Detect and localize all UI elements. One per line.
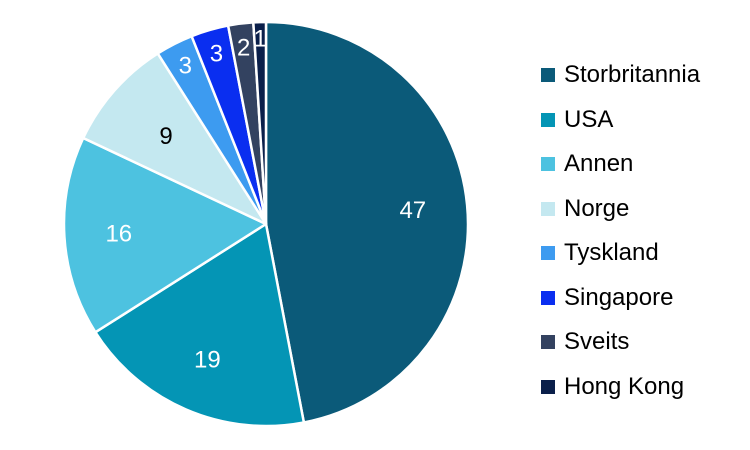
legend-swatch-norge [541,201,555,216]
legend-item-annen: Annen [541,142,700,187]
data-label-hong-kong: 1 [254,25,267,52]
legend-label-singapore: Singapore [564,283,674,311]
legend-label-hong-kong: Hong Kong [564,372,685,400]
pie-slice-usa [94,222,306,428]
data-label-singapore: 3 [210,40,223,67]
legend-item-singapore: Singapore [541,276,700,321]
legend-swatch-annen [541,157,555,172]
pie-slices [62,20,470,428]
data-label-sveits: 2 [237,35,250,62]
data-label-norge: 9 [159,123,172,150]
legend-swatch-sveits [541,335,555,350]
legend-swatch-singapore [541,290,555,305]
legend-item-hong-kong: Hong Kong [541,365,700,410]
pie-slice-annen [62,136,268,334]
legend-label-norge: Norge [564,194,630,222]
legend-item-tyskland: Tyskland [541,231,700,276]
pie-slice-hong-kong [252,20,268,226]
legend-label-sveits: Sveits [564,328,630,356]
legend-label-annen: Annen [564,150,634,178]
data-label-usa: 19 [194,346,221,373]
legend: Storbritannia USA Annen Norge Tyskland Singap… [541,53,700,409]
legend-label-tyskland: Tyskland [564,239,659,267]
data-label-tyskland: 3 [179,53,192,80]
legend-swatch-hong-kong [541,379,555,394]
data-label-storbritannia: 47 [399,197,426,224]
legend-item-sveits: Sveits [541,320,700,365]
legend-label-usa: USA [564,105,614,133]
legend-swatch-tyskland [541,246,555,261]
legend-item-usa: USA [541,98,700,143]
legend-label-storbritannia: Storbritannia [564,61,701,89]
data-label-annen: 16 [105,220,132,247]
legend-item-norge: Norge [541,187,700,232]
legend-swatch-usa [541,112,555,127]
pie-slice-storbritannia [264,20,470,424]
legend-swatch-storbritannia [541,68,555,83]
pie-slice-norge [81,52,268,226]
legend-item-storbritannia: Storbritannia [541,53,700,98]
